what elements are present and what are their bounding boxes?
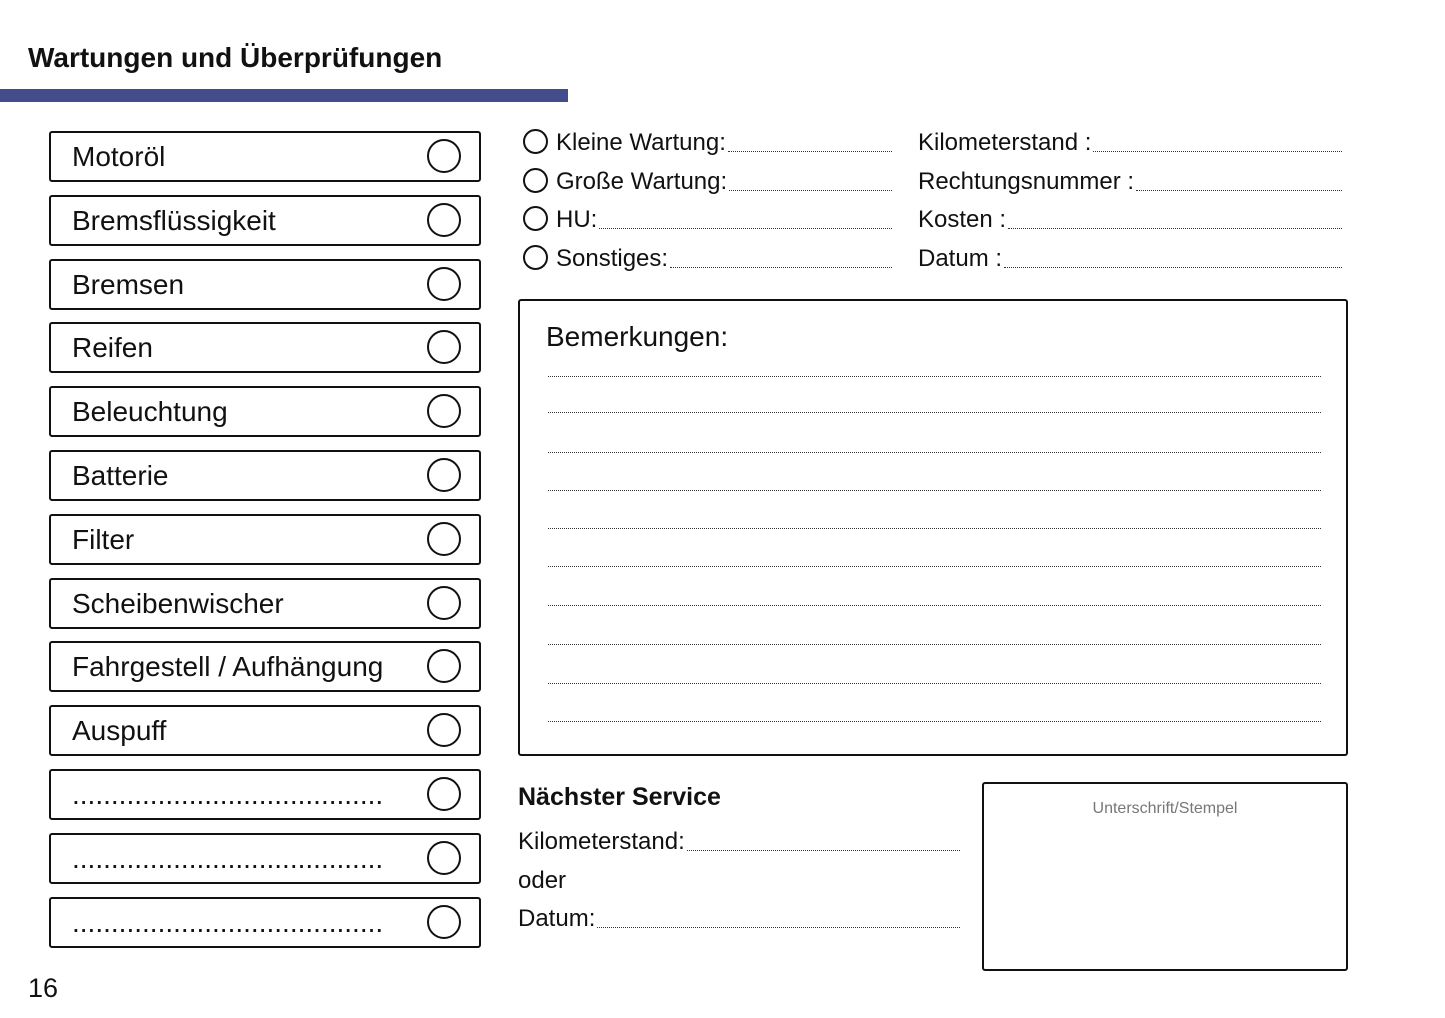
signature-label: Unterschrift/Stempel [1092,800,1238,817]
checkbox-circle[interactable] [427,458,461,492]
service-type-option[interactable]: HU: [523,206,892,234]
checklist-item-label: ........................................ [72,779,384,810]
next-service-date-field[interactable]: Datum: [518,905,960,933]
detail-label: Datum : [918,245,1003,272]
remarks-line [548,528,1321,529]
checklist-item-label: Filter [72,523,135,555]
checklist-item-label: Bremsflüssigkeit [72,204,276,236]
service-type-option[interactable]: Sonstiges: [523,245,892,273]
checkbox-circle[interactable] [427,394,461,429]
service-type-label: HU: [556,206,598,233]
detail-field[interactable]: Kosten : [918,206,1342,234]
remarks-title: Bemerkungen: [546,321,729,352]
checklist-item-label: Reifen [72,332,153,364]
checklist-item[interactable]: Filter [49,513,481,565]
next-service-date-label: Datum: [518,905,596,932]
remarks-line [548,376,1321,377]
service-type-label: Kleine Wartung: [556,129,726,156]
remarks-box[interactable]: Bemerkungen: [518,299,1348,756]
checkbox-circle[interactable] [427,713,461,748]
checklist-item-label: Auspuff [72,715,167,747]
checklist-item[interactable]: ........................................ [49,896,481,948]
dotted-line [597,927,960,928]
dotted-line [729,190,892,191]
checkbox-circle[interactable] [427,777,461,811]
dotted-line [1136,190,1342,191]
remarks-line [548,605,1321,606]
radio-circle[interactable] [523,168,548,193]
service-type-option[interactable]: Kleine Wartung: [523,129,892,157]
detail-field[interactable]: Rechtungsnummer : [918,168,1342,196]
checklist-item-label: Beleuchtung [72,396,228,428]
checklist-item[interactable]: Batterie [49,450,481,501]
detail-field[interactable]: Kilometerstand : [918,129,1342,157]
detail-label: Kilometerstand : [918,129,1092,156]
service-type-option[interactable]: Große Wartung: [523,168,892,196]
next-service-km-field[interactable]: Kilometerstand: [518,828,960,856]
dotted-line [1093,151,1342,152]
checklist-item[interactable]: ........................................ [49,832,481,884]
checklist-item-label: ........................................ [72,842,384,874]
detail-label: Rechtungsnummer : [918,168,1135,195]
remarks-line [548,566,1321,567]
remarks-line [548,683,1321,684]
checklist-item[interactable]: Bremsflüssigkeit [49,194,481,246]
checklist-item[interactable]: Reifen [49,322,481,374]
or-label: oder [518,867,567,894]
checklist-item[interactable]: Bremsen [49,258,481,310]
checkbox-circle[interactable] [427,202,461,237]
radio-circle[interactable] [523,245,548,270]
dotted-line [1004,267,1342,268]
checkbox-circle[interactable] [427,139,461,173]
page-title: Wartungen und Überprüfungen [28,42,443,73]
checklist-item-label: Batterie [72,460,169,491]
checkbox-circle[interactable] [427,585,461,620]
title-accent-bar [0,89,568,102]
checkbox-circle[interactable] [427,840,461,875]
service-type-label: Große Wartung: [556,168,728,195]
detail-label: Kosten : [918,206,1007,233]
detail-field[interactable]: Datum : [918,245,1342,273]
dotted-line [1008,228,1342,229]
signature-stamp-box[interactable]: Unterschrift/Stempel [982,782,1348,971]
or-label-row: oder [518,867,567,895]
checklist-item[interactable]: Auspuff [49,705,481,757]
checklist-item-label: ........................................ [72,906,384,938]
remarks-line [548,644,1321,645]
checklist-item-label: Scheibenwischer [72,587,284,619]
page-number: 16 [28,973,59,1003]
checklist-item-label: Fahrgestell / Aufhängung [72,651,384,683]
next-service-title: Nächster Service [518,783,721,811]
remarks-line [548,490,1321,491]
checklist-item-label: Bremsen [72,268,185,300]
radio-circle[interactable] [523,206,548,231]
checklist-item[interactable]: Fahrgestell / Aufhängung [49,641,481,693]
checkbox-circle[interactable] [427,904,461,939]
radio-circle[interactable] [523,129,548,154]
dotted-line [599,228,892,229]
next-service-km-label: Kilometerstand: [518,828,685,855]
dotted-line [686,850,960,851]
checklist-item[interactable]: Scheibenwischer [49,577,481,629]
checkbox-circle[interactable] [427,649,461,684]
checkbox-circle[interactable] [427,266,461,301]
checkbox-circle[interactable] [427,330,461,365]
remarks-line [548,412,1321,413]
remarks-line [548,452,1321,453]
service-type-label: Sonstiges: [556,245,669,272]
dotted-line [727,151,892,152]
dotted-line [670,267,892,268]
checklist-item-label: Motoröl [72,141,166,172]
checklist-item[interactable]: Beleuchtung [49,386,481,438]
checkbox-circle[interactable] [427,521,461,556]
remarks-line [548,721,1321,722]
checklist-item[interactable]: Motoröl [49,131,481,182]
checklist-item[interactable]: ........................................ [49,769,481,820]
